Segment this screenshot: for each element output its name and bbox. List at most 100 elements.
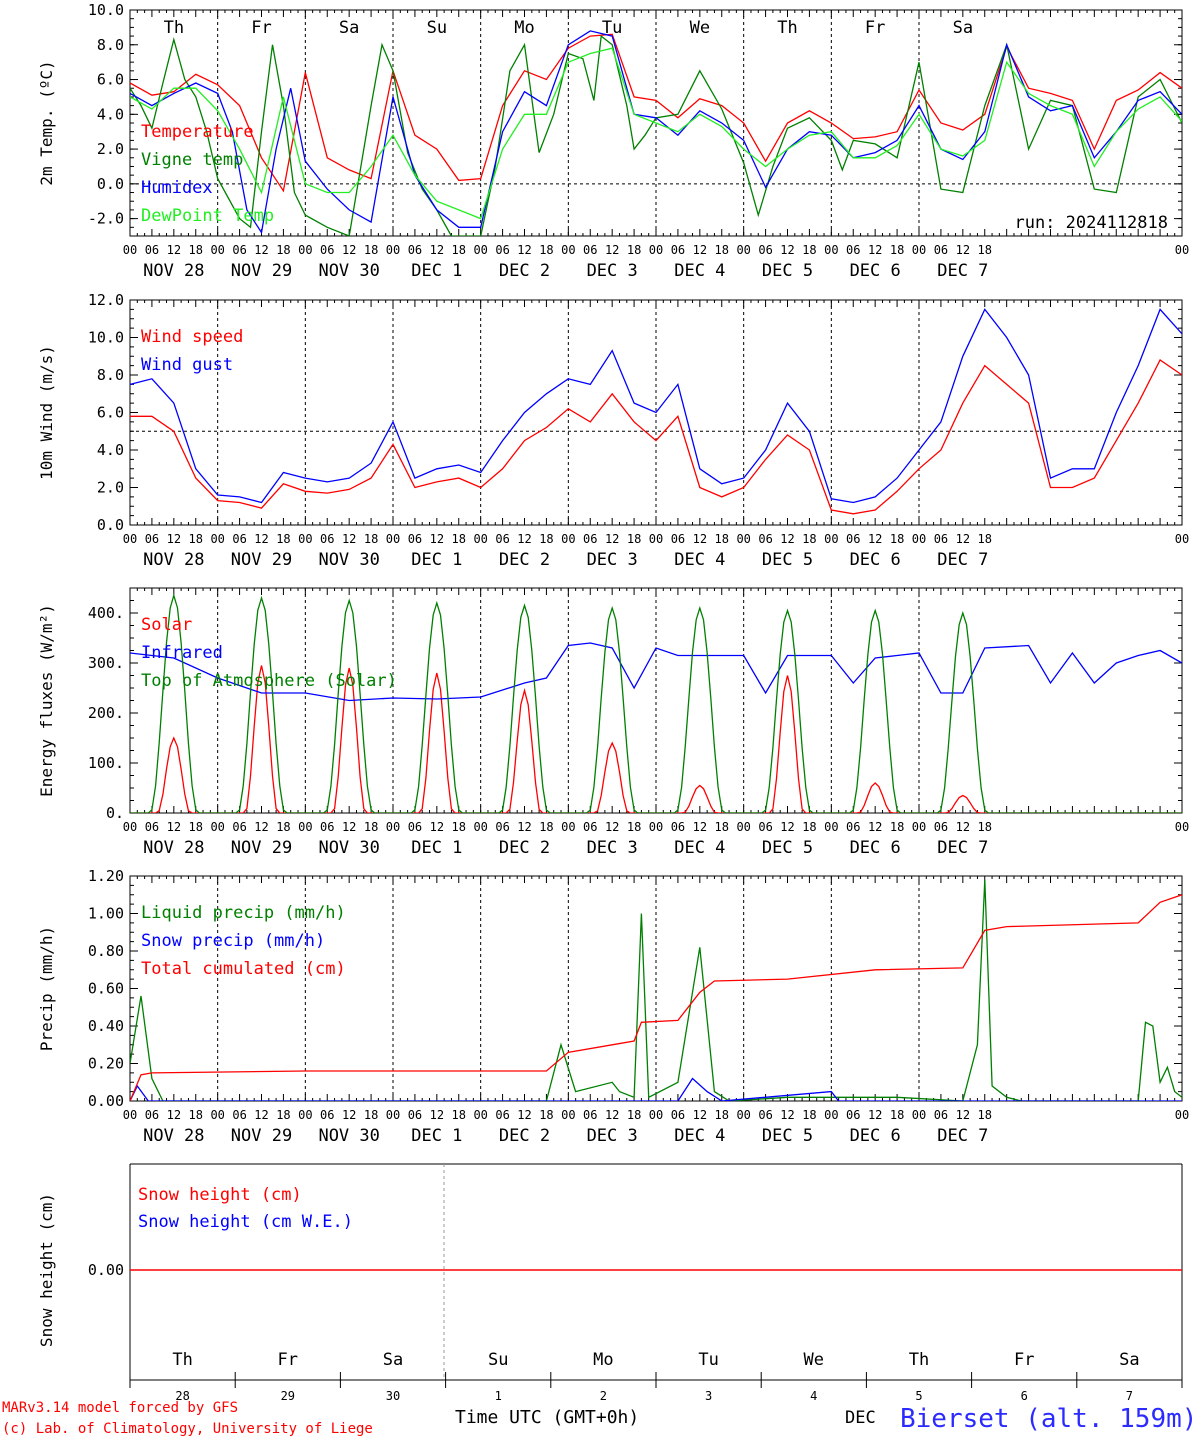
weekday-label: Th: [172, 1350, 192, 1370]
day-number-label: 3: [705, 1389, 712, 1403]
x-hour-label: 18: [715, 243, 729, 257]
x-hour-label: 06: [320, 532, 334, 546]
panel-5: 0.00 Snow height (cm) Snow height (cm) Snow…: [37, 1163, 1183, 1403]
footer-month-label: DEC: [845, 1408, 876, 1428]
legend-entry: Wind gust: [141, 355, 233, 375]
x-hour-label: 12: [254, 820, 268, 834]
series-line-infrared: [130, 642, 1182, 702]
x-hour-label: 12: [868, 820, 882, 834]
y-tick-label: 2.0: [97, 479, 124, 497]
x-hour-label: 12: [430, 532, 444, 546]
x-hour-label: 18: [452, 1108, 466, 1122]
x-date-label: DEC 3: [587, 550, 638, 570]
y-tick-label: -2.0: [88, 210, 124, 228]
legend-entry: Solar: [141, 615, 192, 635]
x-date-label: DEC 1: [411, 838, 462, 858]
x-hour-label: 18: [890, 820, 904, 834]
x-hour-label: 12: [605, 1108, 619, 1122]
x-hour-label: 18: [189, 1108, 203, 1122]
y-tick-label: 0.80: [88, 942, 124, 960]
x-hour-label: 18: [364, 243, 378, 257]
footer-model-line: MARv3.14 model forced by GFS: [2, 1400, 238, 1416]
y-tick-label: 1.00: [88, 905, 124, 923]
x-hour-label: 18: [978, 532, 992, 546]
x-hour-label: 06: [232, 1108, 246, 1122]
x-hour-label: 18: [890, 532, 904, 546]
y-tick-label: 10.0: [88, 1, 124, 19]
x-date-label: DEC 7: [937, 1126, 988, 1146]
x-hour-label: 00: [386, 820, 400, 834]
x-date-label: DEC 3: [587, 1126, 638, 1146]
y-tick-label: 10.0: [88, 329, 124, 347]
x-hour-label: 12: [342, 820, 356, 834]
y-tick-label: 0.00: [88, 1092, 124, 1110]
x-date-label: NOV 28: [143, 261, 204, 281]
series-group: [130, 879, 1182, 1101]
x-hour-label: 18: [627, 1108, 641, 1122]
y-tick-label: 6.0: [97, 71, 124, 89]
x-hour-label: 00: [473, 1108, 487, 1122]
weekday-label: Fr: [278, 1350, 298, 1370]
y-axis-label: 10m Wind (m/s): [37, 345, 56, 480]
x-hour-label: 00: [210, 1108, 224, 1122]
x-hour-label: 00: [912, 820, 926, 834]
x-date-label: DEC 6: [850, 838, 901, 858]
weekday-label: Mo: [593, 1350, 613, 1370]
x-hour-label: 06: [408, 1108, 422, 1122]
x-hour-label: 06: [934, 532, 948, 546]
series-line-dewpoint-temp: [130, 47, 1182, 220]
series-line-total-cumulated-cm-: [130, 894, 1182, 1101]
x-hour-label: 06: [583, 820, 597, 834]
x-hour-label: 12: [956, 532, 970, 546]
x-hour-label: 06: [934, 243, 948, 257]
day-number-label: 6: [1021, 1389, 1028, 1403]
day-number-label: 5: [915, 1389, 922, 1403]
x-hour-label: 06: [145, 1108, 159, 1122]
x-hour-label: 18: [276, 243, 290, 257]
x-hour-label: 18: [539, 1108, 553, 1122]
x-hour-label: 12: [254, 243, 268, 257]
y-axis-label: Snow height (cm): [37, 1193, 56, 1347]
x-hour-label: 00: [561, 1108, 575, 1122]
x-hour-label: 12: [780, 532, 794, 546]
x-hour-label: 00: [386, 532, 400, 546]
x-hour-label: 18: [802, 532, 816, 546]
x-hour-label: 18: [189, 820, 203, 834]
x-hour-label: 06: [671, 1108, 685, 1122]
x-hour-label: 06: [495, 243, 509, 257]
y-tick-label: 100.: [88, 754, 124, 772]
x-hour-label: 12: [254, 532, 268, 546]
x-date-label: NOV 28: [143, 550, 204, 570]
x-hour-label: 06: [320, 1108, 334, 1122]
x-date-label: NOV 29: [231, 1126, 292, 1146]
x-hour-label: 00: [824, 820, 838, 834]
x-hour-label: 18: [802, 243, 816, 257]
y-axis-label: 2m Temp. (ºC): [37, 60, 56, 185]
x-hour-label: 06: [232, 243, 246, 257]
series-group: [130, 593, 1182, 813]
x-date-label: DEC 6: [850, 1126, 901, 1146]
series-line-liquid-precip-mm-h-: [130, 879, 1182, 1101]
x-hour-label: 18: [978, 243, 992, 257]
x-date-label: DEC 5: [762, 1126, 813, 1146]
y-axis-label: Precip (mm/h): [37, 926, 56, 1051]
x-hour-label: 00: [386, 243, 400, 257]
x-hour-label: 00: [210, 820, 224, 834]
x-hour-label: 12: [167, 820, 181, 834]
y-tick-label: 4.0: [97, 441, 124, 459]
weekday-label: Mo: [514, 18, 534, 38]
x-hour-label: 00: [649, 1108, 663, 1122]
x-date-label: NOV 28: [143, 1126, 204, 1146]
panel-3: 400. 300. 200. 100. 0. Energy fluxes (W/m²) 00…: [37, 587, 1189, 858]
footer-axis-title: Time UTC (GMT+0h): [455, 1407, 639, 1428]
x-hour-label: 00: [123, 820, 137, 834]
x-hour-label: 06: [846, 1108, 860, 1122]
x-hour-label: 18: [364, 820, 378, 834]
x-hour-label: 12: [780, 243, 794, 257]
x-hour-label: 18: [978, 820, 992, 834]
x-hour-label: 12: [956, 1108, 970, 1122]
x-hour-label: 00: [561, 243, 575, 257]
weekday-label: Fr: [251, 18, 271, 38]
x-hour-label: 06: [671, 820, 685, 834]
x-hour-label: 00: [1175, 532, 1189, 546]
